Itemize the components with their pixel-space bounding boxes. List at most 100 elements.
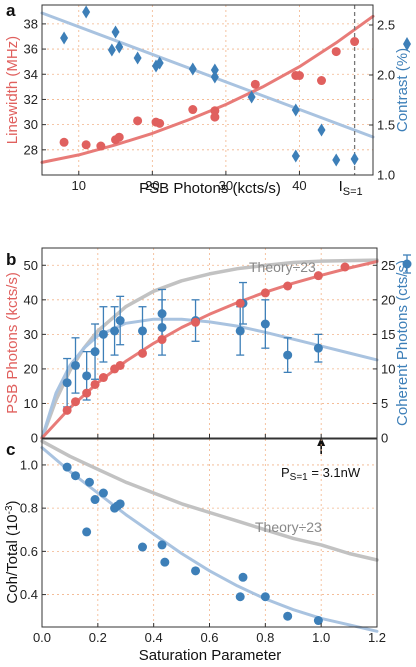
psb-point	[71, 397, 80, 407]
coherent-point	[283, 350, 293, 360]
contrast-point	[111, 25, 120, 39]
x-tick-label: 0.4	[145, 630, 163, 645]
y-tick-label: 20	[24, 361, 38, 376]
ratio-point	[313, 616, 323, 626]
y-tick-label: 0.6	[20, 544, 38, 559]
plot-frame	[41, 4, 374, 176]
x-tick-label: 30	[219, 178, 233, 193]
coherent-fit-line	[40, 317, 379, 440]
coherent-point	[98, 329, 108, 339]
ratio-point	[238, 572, 248, 582]
theory-label: Theory÷23	[255, 519, 322, 535]
y2-tick-label: 2.5	[377, 18, 395, 33]
y-tick-label: 0.8	[20, 501, 38, 516]
y2-tick-label: 1.5	[377, 118, 395, 133]
x-tick-label: 0.6	[200, 630, 218, 645]
linewidth-fit-line	[40, 14, 375, 164]
coherent-point	[90, 347, 100, 357]
y-axis-label-contrast: Contrast (%)	[394, 48, 411, 132]
theory-label: Theory÷23	[249, 259, 316, 275]
psb-point	[235, 298, 245, 308]
psb-point	[82, 388, 92, 398]
y-tick-label: 10	[24, 396, 38, 411]
y-tick-label: 30	[24, 117, 38, 132]
psb-point	[138, 348, 147, 358]
y-axis-label-coherent: Coherent Photons (cts/s)	[394, 260, 411, 426]
panel-label-c: c	[6, 440, 15, 459]
vline-label: IS=1	[339, 178, 363, 198]
y-tick-label: 40	[24, 292, 38, 307]
y-tick-label: 36	[24, 42, 38, 57]
x-tick-label: 10	[72, 178, 86, 193]
coherent-point	[71, 360, 80, 370]
contrast-point	[155, 56, 164, 70]
contrast-point	[247, 90, 256, 104]
y-tick-label: 28	[24, 142, 38, 157]
y-tick-label: 50	[24, 258, 38, 273]
y-axis-label-psb: PSB Photons (kcts/s)	[4, 272, 21, 414]
coherent-point	[260, 319, 270, 329]
linewidth-point	[294, 71, 304, 81]
contrast-point	[133, 51, 142, 65]
vline-label-subscript: S=1	[343, 186, 363, 198]
psb-point	[98, 373, 108, 383]
y-tick-label: 1.0	[20, 457, 38, 472]
panel-label-a: a	[6, 1, 16, 20]
contrast-point	[115, 40, 124, 54]
psb-point	[62, 405, 72, 415]
saturation-arrow-head	[317, 437, 326, 446]
contrast-point	[291, 103, 300, 117]
linewidth-point	[210, 112, 220, 122]
psb-point	[313, 271, 323, 281]
coherent-point	[157, 322, 167, 332]
ratio-point	[260, 592, 270, 602]
y2-tick-label: 5	[381, 396, 388, 411]
linewidth-point	[350, 37, 360, 47]
y2-tick-label: 25	[381, 258, 395, 273]
coherent-point	[138, 326, 147, 336]
panel-label-b: b	[6, 250, 16, 269]
x-tick-label: 1.2	[368, 630, 386, 645]
coherent-point	[115, 316, 125, 326]
psb-point	[157, 335, 167, 345]
contrast-point	[291, 149, 300, 163]
y2-tick-label: 2.0	[377, 68, 395, 83]
saturation-power-value: = 3.1nW	[308, 465, 361, 480]
contrast-point	[188, 62, 197, 76]
contrast-point	[332, 153, 341, 167]
y2-tick-label: 1.0	[377, 168, 395, 183]
linewidth-point	[250, 79, 260, 89]
ratio-point	[84, 477, 94, 487]
contrast-point	[210, 70, 219, 84]
linewidth-point	[188, 105, 198, 115]
ratio-point	[90, 495, 100, 505]
y2-tick-label: 0	[381, 431, 388, 446]
ratio-point	[157, 540, 167, 550]
ratio-point	[191, 566, 201, 576]
psb-point	[260, 288, 270, 298]
psb-point	[90, 379, 100, 389]
ratio-point	[283, 611, 293, 621]
x-tick-label: 1.0	[312, 630, 330, 645]
x-axis-label: Saturation Parameter	[139, 647, 282, 664]
contrast-point	[317, 123, 326, 137]
linewidth-point	[114, 132, 124, 142]
contrast-fit-line	[40, 11, 375, 139]
coherent-point	[235, 326, 245, 336]
psb-point	[115, 360, 125, 370]
contrast-point	[60, 31, 69, 45]
y2-tick-label: 15	[381, 327, 395, 342]
y-tick-label: 32	[24, 92, 38, 107]
ratio-point	[98, 488, 108, 498]
legend-diamond-marker	[403, 37, 411, 51]
x-tick-label: 0.0	[33, 630, 51, 645]
ratio-point	[138, 542, 147, 552]
y2-tick-label: 10	[381, 361, 395, 376]
legend-coherent-marker	[402, 259, 412, 269]
coherent-point	[313, 343, 323, 353]
saturation-power-subscript: S=1	[290, 472, 309, 483]
y-tick-label: 0.4	[20, 587, 38, 602]
x-tick-label: 0.8	[256, 630, 274, 645]
contrast-point	[350, 152, 359, 166]
